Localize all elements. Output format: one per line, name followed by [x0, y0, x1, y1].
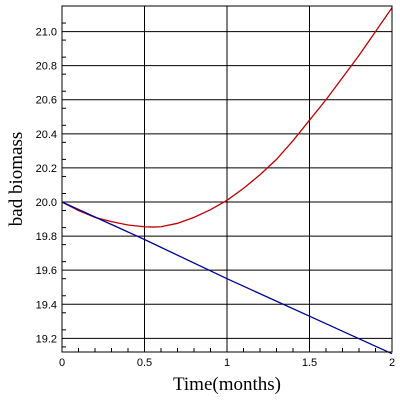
x-tick-label: 0.5	[137, 357, 152, 369]
series-layer	[61, 7, 393, 355]
y-tick-label: 19.8	[36, 231, 57, 243]
y-tick-label: 19.2	[36, 333, 57, 345]
y-tick-label: 21.0	[36, 27, 57, 39]
x-tick-labels: 0 0.5 1 1.5 2	[59, 357, 395, 369]
x-axis-label: Time(months)	[173, 374, 281, 395]
y-tick-label: 20.2	[36, 163, 57, 175]
y-tick-label: 20.8	[36, 61, 57, 73]
y-tick-label: 19.6	[36, 265, 57, 277]
y-tick-label: 19.4	[36, 299, 57, 311]
y-tick-label: 20.0	[36, 197, 57, 209]
y-tick-label: 20.4	[36, 129, 57, 141]
y-axis-label: bad biomass	[6, 132, 27, 226]
y-tick-label: 20.6	[36, 95, 57, 107]
x-tick-label: 2	[389, 357, 395, 369]
minor-ticks	[62, 22, 376, 352]
x-tick-label: 0	[59, 357, 65, 369]
y-tick-labels: 19.2 19.4 19.6 19.8 20.0 20.2 20.4 20.6 20.8 21.0	[36, 27, 57, 346]
series-line	[61, 201, 393, 355]
series-line	[61, 7, 393, 228]
x-tick-label: 1	[224, 357, 230, 369]
plot-frame	[61, 5, 393, 353]
grid	[62, 6, 392, 352]
x-tick-label: 1.5	[302, 357, 317, 369]
